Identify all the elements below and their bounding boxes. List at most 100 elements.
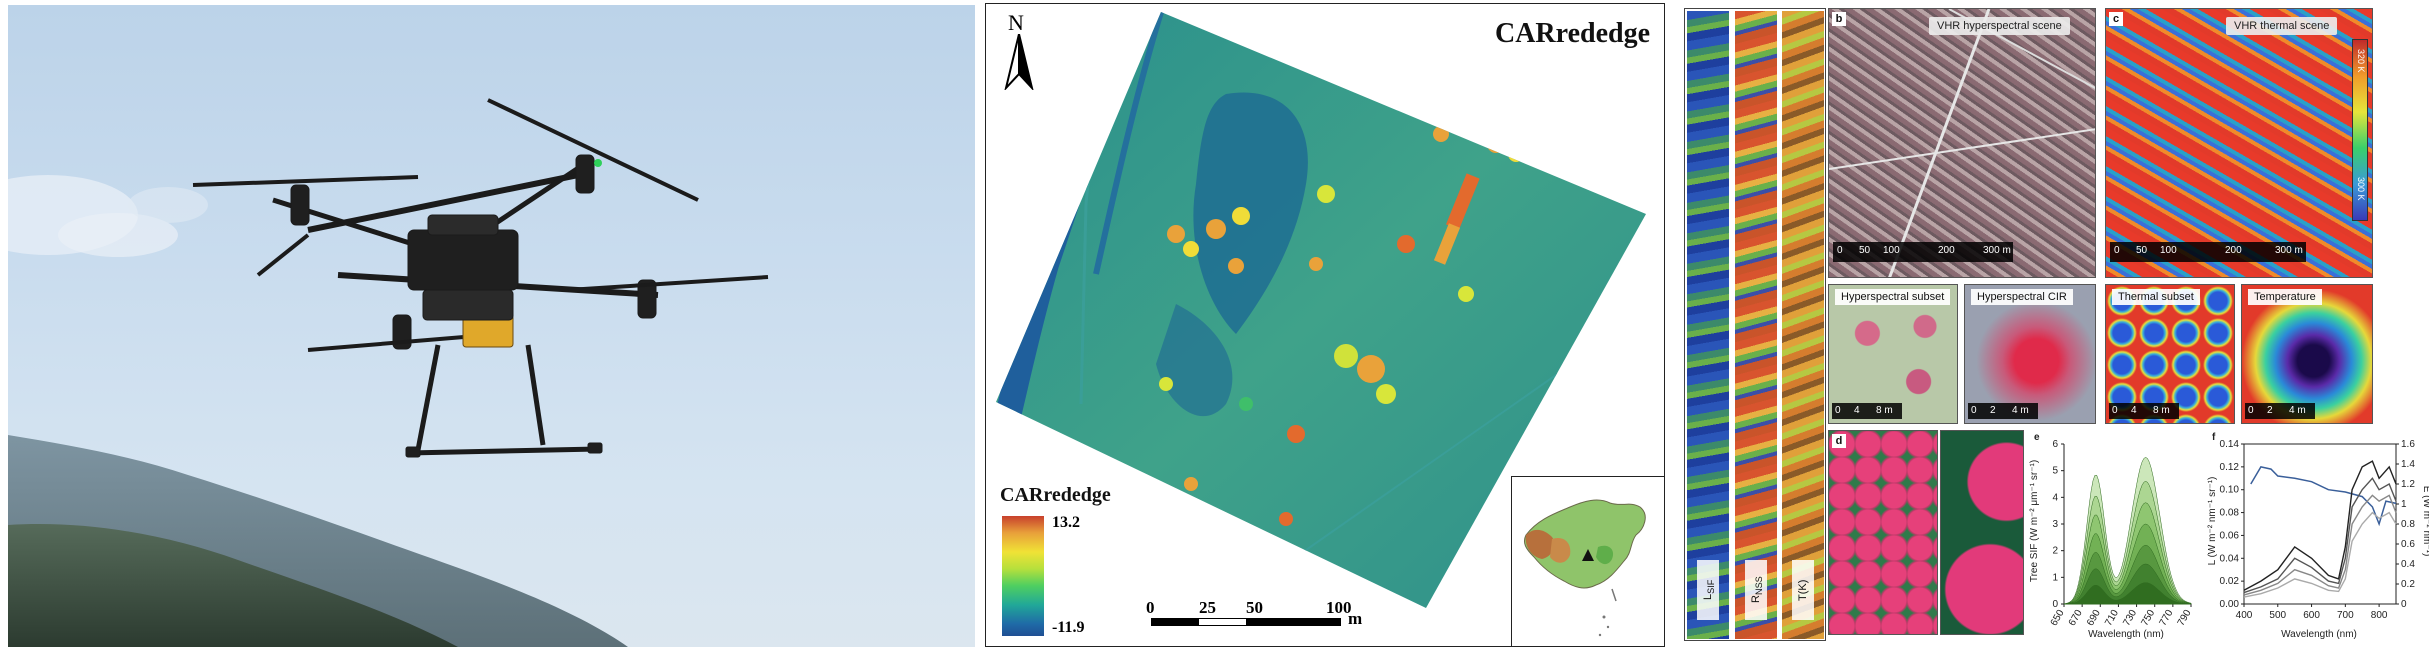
map-title: CARrededge: [1494, 18, 1650, 49]
sif-y-tick-label: 6: [2052, 439, 2058, 450]
north-arrow-icon: [1004, 34, 1034, 90]
panel-d-label: d: [1832, 434, 1846, 448]
sif-y-tick-label: 4: [2052, 492, 2058, 503]
sif-y-tick-label: 0: [2052, 599, 2058, 610]
radiance-chart-xlabel: Wavelength (nm): [2281, 629, 2357, 640]
legend-min-value: -11.9: [1052, 619, 1085, 636]
irradiance-y-tick-label: 1: [2401, 499, 2407, 510]
radiance-x-tick-label: 800: [2371, 610, 2388, 621]
scale-unit: m: [1348, 609, 1363, 628]
temperature-strip: [1782, 11, 1824, 639]
radiance-chart-marks: [2243, 460, 2397, 598]
sif-y-tick-label: 5: [2052, 466, 2058, 477]
irradiance-y-tick-label: 0.8: [2401, 519, 2415, 530]
hyperspectral-subset-title: Hyperspectral subset: [1835, 289, 1951, 305]
north-label: N: [1008, 10, 1024, 35]
panel-a-strips: a LSIF RNSS T(K): [1684, 8, 1826, 641]
hyperspectral-subset: Hyperspectral subset 0 4 8 m: [1828, 284, 1958, 424]
radiance-y-tick-label: 0.00: [2220, 599, 2240, 610]
scale-label-50: 50: [1246, 598, 1263, 617]
thermal-subset: Thermal subset 0 4 8 m: [2105, 284, 2235, 424]
radiance-x-tick-label: 500: [2269, 610, 2286, 621]
radiance-y-tick-label: 0.10: [2220, 485, 2240, 496]
hyperspectral-cir-title: Hyperspectral CIR: [1971, 289, 2073, 305]
thermal-scale-bar: 0 50 100 200 300 m: [2110, 242, 2306, 262]
scale-label-100: 100: [1326, 598, 1352, 617]
strip-label-temperature: T(K): [1792, 560, 1814, 620]
sif-x-tick-label: 670: [2067, 608, 2085, 628]
tree-crowns-image: d: [1828, 430, 1938, 635]
irradiance-y-tick-label: 1.6: [2401, 439, 2415, 450]
thermal-colorbar-top: 320 K: [2356, 49, 2366, 73]
scale-bar: [1151, 618, 1341, 626]
hyperspectral-scene: b VHR hyperspectral scene 0 50 100 200 3…: [1828, 8, 2096, 278]
irradiance-line: [2250, 466, 2397, 527]
sif-x-tick-label: 690: [2085, 608, 2103, 628]
panel-c-label: c: [2109, 12, 2123, 26]
location-inset-map: [1511, 476, 1664, 646]
radiance-y-tick-label: 0.14: [2220, 439, 2240, 450]
carrededge-map-panel: N CARrededge: [985, 3, 1665, 647]
panel-e-label: e: [2034, 432, 2040, 443]
strip-label-sif: LSIF: [1697, 560, 1719, 620]
sif-chart-marks: [2063, 457, 2192, 605]
thermal-subset-scale-bar: 0 4 8 m: [2109, 403, 2179, 419]
irradiance-y-tick-label: 0.4: [2401, 559, 2415, 570]
legend-colorbar: [1002, 516, 1044, 636]
hyperspectral-scale-bar: 0 50 100 200 300 m: [1833, 242, 2013, 262]
sif-y-tick-label: 1: [2052, 572, 2058, 583]
sif-chart: e 0 1 2 3 4 5 6 650 670 690 710 730 750 770 790 Wavele…: [2029, 432, 2194, 640]
temperature-subset-title: Temperature: [2248, 289, 2322, 305]
sif-strip: [1687, 11, 1729, 639]
irradiance-y-tick-label: 0.2: [2401, 579, 2415, 590]
irradiance-y-tick-label: 1.2: [2401, 479, 2415, 490]
thermal-colorbar-bottom: 300 K: [2356, 177, 2366, 201]
sif-x-tick-label: 650: [2049, 608, 2067, 628]
sif-x-tick-label: 790: [2176, 608, 2194, 628]
radiance-x-tick-label: 400: [2236, 610, 2253, 621]
hyperspectral-cir: Hyperspectral CIR 0 2 4 m: [1964, 284, 2096, 424]
panel-b-label: b: [1832, 12, 1846, 26]
radiance-y-tick-label: 0.02: [2220, 576, 2240, 587]
sif-chart-xlabel: Wavelength (nm): [2088, 629, 2164, 640]
radiance-y-tick-label: 0.08: [2220, 508, 2240, 519]
scale-label-0: 0: [1146, 598, 1155, 617]
radiance-line: [2243, 477, 2397, 594]
china-map-icon: [1523, 499, 1646, 637]
hyperspectral-roads: [1829, 9, 2095, 277]
strip-label-nss: RNSS: [1745, 560, 1767, 620]
radiance-x-tick-label: 700: [2337, 610, 2354, 621]
irradiance-chart-ylabel: E (W m⁻² nm⁻¹): [2421, 486, 2429, 557]
sif-x-tick-label: 750: [2139, 608, 2157, 628]
radiance-y-tick-label: 0.12: [2220, 462, 2240, 473]
cir-scale-bar: 0 2 4 m: [1968, 403, 2038, 419]
legend-max-value: 13.2: [1052, 514, 1080, 531]
radiance-line: [2243, 494, 2397, 596]
nss-strip: [1735, 11, 1777, 639]
thermal-scene-title: VHR thermal scene: [2226, 17, 2338, 35]
drone-photo-illustration: [8, 98, 769, 647]
radiance-y-tick-label: 0.06: [2220, 530, 2240, 541]
hyperspectral-scene-title: VHR hyperspectral scene: [1929, 17, 2070, 35]
thermal-colorbar: [2352, 39, 2368, 221]
thermal-subset-title: Thermal subset: [2112, 289, 2200, 305]
scale-label-25: 25: [1199, 598, 1216, 617]
legend-title: CARrededge: [1000, 484, 1111, 506]
sif-chart-ylabel: Tree SIF (W m⁻² μm⁻¹ sr⁻¹): [2029, 460, 2040, 582]
temperature-subset: Temperature 0 2 4 m: [2241, 284, 2373, 424]
sif-x-tick-label: 770: [2158, 608, 2176, 628]
radiance-y-tick-label: 0.04: [2220, 553, 2240, 564]
tree-crowns-zoom: [1940, 430, 2024, 635]
radiance-line: [2243, 511, 2397, 598]
radiance-chart: f 0.00 0.02 0.04 0.06 0.08 0.10 0.12 0.14 0 0.2 0.…: [2207, 432, 2429, 640]
drone-photo: [8, 5, 975, 647]
subset-scale-bar: 0 4 8 m: [1832, 403, 1902, 419]
panel-f-label: f: [2212, 432, 2216, 443]
drone-icon: [192, 98, 769, 458]
radiance-line: [2243, 460, 2397, 591]
scientific-figure: a LSIF RNSS T(K) b VHR hyperspectral sce…: [1684, 8, 2429, 645]
sif-series-area: [2063, 582, 2192, 605]
sif-y-tick-label: 2: [2052, 546, 2058, 557]
temperature-scale-bar: 0 2 4 m: [2245, 403, 2315, 419]
sif-y-tick-label: 3: [2052, 519, 2058, 530]
